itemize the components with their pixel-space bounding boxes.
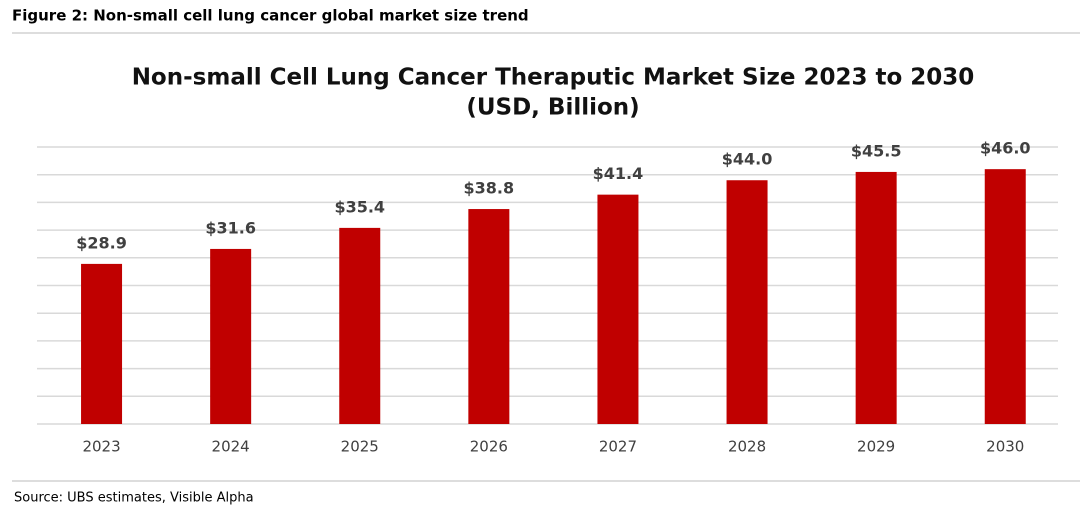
bar (726, 180, 768, 424)
value-label: $28.9 (76, 233, 127, 252)
bar (210, 248, 252, 424)
value-label: $38.8 (464, 179, 515, 198)
bar (855, 171, 897, 424)
x-tick-label: 2027 (599, 438, 637, 456)
value-label: $46.0 (980, 139, 1031, 158)
value-label: $41.4 (593, 164, 644, 183)
source-note: Source: UBS estimates, Visible Alpha (14, 491, 254, 506)
figure-caption: Figure 2: Non-small cell lung cancer glo… (12, 7, 529, 25)
value-label: $45.5 (851, 141, 902, 160)
x-tick-label: 2024 (212, 438, 250, 456)
x-tick-label: 2026 (470, 438, 508, 456)
value-label: $31.6 (205, 218, 256, 237)
x-tick-label: 2030 (986, 438, 1024, 456)
value-label: $44.0 (722, 150, 773, 169)
x-tick-label: 2028 (728, 438, 766, 456)
value-label: $35.4 (334, 197, 385, 216)
chart-title: Non-small Cell Lung Cancer Theraputic Ma… (132, 65, 975, 91)
bar (339, 227, 381, 424)
bar (984, 169, 1026, 424)
x-tick-label: 2029 (857, 438, 895, 456)
bar (81, 263, 123, 424)
bar (597, 194, 639, 424)
x-tick-label: 2025 (341, 438, 379, 456)
x-tick-label: 2023 (82, 438, 120, 456)
chart-subtitle: (USD, Billion) (466, 95, 639, 121)
bar (468, 209, 510, 424)
